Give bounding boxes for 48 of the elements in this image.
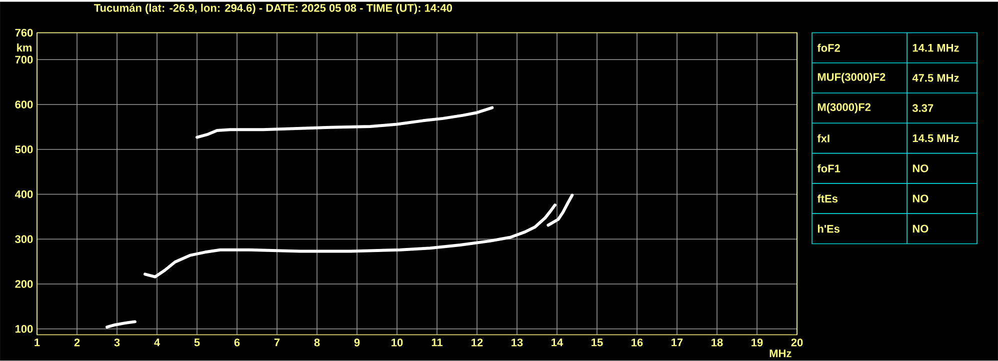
y-axis-title: km [17,44,32,52]
line-series [546,194,574,227]
x-tick-label: 20 [791,338,803,347]
y-tick-label: 100 [15,325,33,333]
y-tick-label: 200 [15,280,33,288]
y-tick-label: 700 [15,56,33,64]
text: fxI [817,134,830,142]
y-tick-label: 300 [15,235,33,244]
line-series [144,204,557,278]
text: h'Es [818,224,840,233]
x-tick-label: 15 [592,338,603,346]
x-tick-label: 6 [234,338,240,347]
text: 14.5 MHz [912,134,959,142]
text: foF1 [817,164,840,173]
x-tick-label: 16 [632,338,643,347]
x-axis-title: MHz [770,350,792,358]
x-tick-label: 18 [712,338,723,347]
x-tick-label: 11 [432,338,443,346]
x-tick-label: 10 [392,338,403,347]
x-tick-label: 3 [114,338,120,347]
x-tick-label: 4 [154,338,160,346]
x-tick-label: 9 [354,338,360,347]
x-tick-label: 8 [314,338,320,347]
x-tick-label: 14 [552,338,564,346]
x-tick-label: 2 [74,338,80,346]
text: M(3000)F2 [818,103,871,114]
text: NO [912,164,928,172]
x-tick-label: 19 [752,338,763,347]
y-tick-label: 600 [15,100,33,109]
x-tick-label: 5 [194,338,200,346]
text: 47.5 MHz [912,74,959,82]
x-tick-label: 17 [672,338,683,346]
line-series [196,106,494,139]
y-tick-label: 500 [15,146,33,154]
text: 3.37 [912,104,934,112]
y-tick-label: 760 [15,28,33,37]
text: NO [912,224,928,233]
x-tick-label: 12 [472,338,483,346]
y-tick-label: 400 [14,190,33,198]
x-tick-label: 1 [34,338,40,346]
text: foF2 [817,44,840,52]
chart-title: Tucumán (lat: -26.9, lon: 294.6) - DATE: 2025 05 08 - TIME (UT): 14:40 [94,4,452,14]
x-tick-label: 7 [274,338,280,346]
x-tick-label: 13 [512,338,523,347]
text: MUF(3000)F2 [818,72,886,84]
text: 14.1 MHz [912,44,959,52]
text: NO [912,194,928,203]
text: ftEs [817,194,838,203]
